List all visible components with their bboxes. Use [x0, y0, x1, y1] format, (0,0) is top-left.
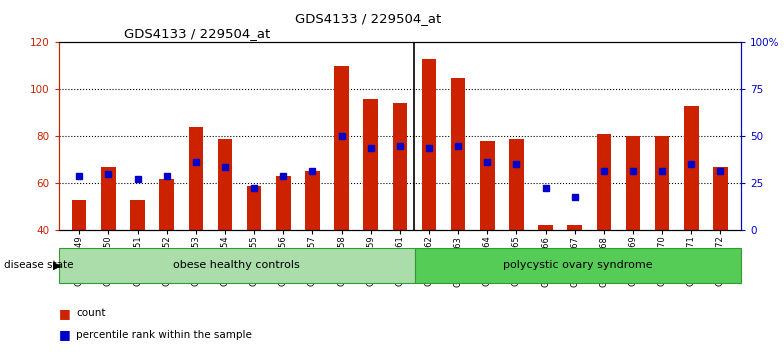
Text: count: count [76, 308, 106, 318]
Text: ■: ■ [59, 328, 71, 341]
Bar [415, 248, 741, 283]
Bar [626, 136, 641, 230]
Bar [218, 139, 232, 230]
Bar [568, 225, 582, 230]
Bar [655, 136, 670, 230]
Text: ▶: ▶ [53, 261, 62, 270]
Text: GDS4133 / 229504_at: GDS4133 / 229504_at [296, 12, 441, 25]
Text: GDS4133 / 229504_at: GDS4133 / 229504_at [124, 27, 270, 40]
Bar [334, 66, 349, 230]
Bar [422, 59, 436, 230]
Bar [713, 167, 728, 230]
Text: obese healthy controls: obese healthy controls [173, 261, 300, 270]
Bar [509, 139, 524, 230]
Bar [480, 141, 495, 230]
Bar [393, 103, 407, 230]
Bar [597, 134, 612, 230]
Bar [159, 178, 174, 230]
Bar [276, 176, 291, 230]
Bar [305, 171, 320, 230]
Bar [101, 167, 115, 230]
Text: ■: ■ [59, 307, 71, 320]
Text: percentile rank within the sample: percentile rank within the sample [76, 330, 252, 339]
Bar [72, 200, 86, 230]
Bar [59, 248, 415, 283]
Text: polycystic ovary syndrome: polycystic ovary syndrome [503, 261, 652, 270]
Bar [364, 99, 378, 230]
Text: disease state: disease state [4, 261, 77, 270]
Bar [451, 78, 466, 230]
Bar [539, 225, 553, 230]
Bar [188, 127, 203, 230]
Bar [684, 106, 699, 230]
Bar [247, 185, 261, 230]
Bar [130, 200, 145, 230]
